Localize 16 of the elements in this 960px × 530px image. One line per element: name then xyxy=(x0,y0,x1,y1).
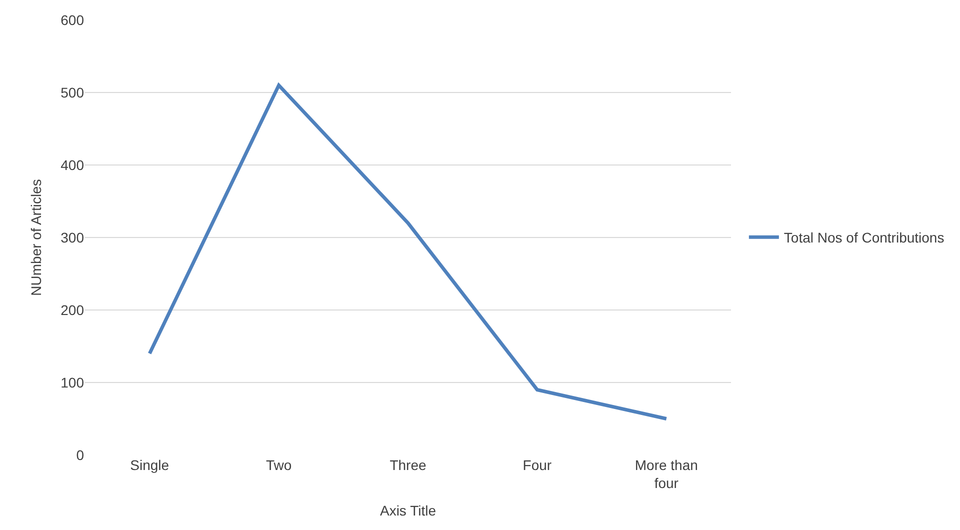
line-series xyxy=(148,84,668,420)
y-tick-label: 200 xyxy=(60,302,84,318)
y-tick-label: 400 xyxy=(60,156,84,173)
y-tick-label: 600 xyxy=(60,12,84,28)
y-axis-title: NUmber of Articles xyxy=(28,179,44,296)
y-tick-label: 300 xyxy=(60,229,84,246)
y-tick-label: 100 xyxy=(60,374,84,390)
y-tick-label: 500 xyxy=(60,84,84,100)
x-tick-label: Two xyxy=(266,457,292,473)
x-tick-label: More than four xyxy=(634,457,698,492)
x-tick-label: Single xyxy=(130,457,170,473)
x-tick-label: Three xyxy=(390,457,426,473)
x-tick-label: Four xyxy=(522,457,552,473)
x-axis-title: Axis Title xyxy=(380,502,436,518)
y-tick-label: 0 xyxy=(76,446,84,463)
legend-label: Total Nos of Contributions xyxy=(784,230,944,246)
